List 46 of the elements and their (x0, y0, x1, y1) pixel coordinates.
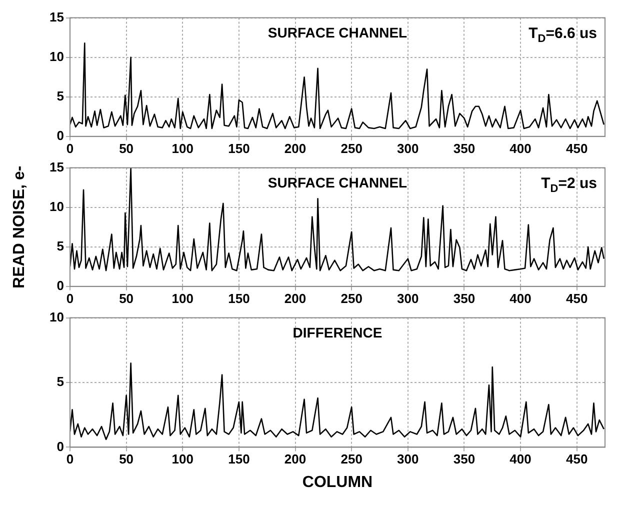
annotation: DIFFERENCE (292, 324, 382, 341)
y-axis-title: READ NOISE, e- (11, 166, 28, 288)
x-tick-label: 350 (453, 452, 476, 467)
x-tick-label: 50 (119, 290, 134, 306)
y-tick-label: 15 (50, 159, 64, 174)
x-tick-label: 400 (510, 140, 532, 156)
x-tick-label: 400 (510, 290, 532, 306)
x-tick-label: 350 (453, 140, 476, 156)
x-tick-label: 0 (66, 452, 74, 467)
x-tick-label: 50 (119, 452, 134, 467)
x-tick-label: 450 (566, 290, 588, 306)
x-tick-label: 150 (228, 290, 250, 306)
annotation: SURFACE CHANNEL (268, 174, 408, 191)
y-tick-label: 10 (50, 48, 64, 64)
x-tick-label: 100 (172, 452, 194, 467)
x-tick-label: 100 (172, 140, 194, 156)
x-tick-label: 350 (453, 290, 476, 306)
x-tick-label: 100 (172, 290, 194, 306)
x-tick-label: 300 (397, 452, 419, 467)
x-tick-label: 150 (228, 140, 250, 156)
x-tick-label: 250 (340, 452, 362, 467)
y-tick-label: 15 (50, 9, 64, 24)
y-tick-label: 0 (56, 438, 64, 454)
y-tick-label: 10 (50, 198, 64, 214)
x-tick-label: 0 (66, 290, 74, 306)
x-tick-label: 250 (340, 140, 362, 156)
x-tick-label: 300 (397, 140, 419, 156)
y-tick-label: 5 (56, 238, 64, 254)
x-tick-label: 50 (119, 140, 134, 156)
y-tick-label: 10 (50, 309, 64, 324)
x-tick-label: 450 (566, 452, 588, 467)
y-tick-label: 5 (56, 88, 64, 104)
x-axis-title: COLUMN (302, 474, 373, 491)
x-tick-label: 300 (397, 290, 419, 306)
y-tick-label: 5 (56, 374, 64, 390)
x-tick-label: 250 (340, 290, 362, 306)
x-tick-label: 450 (566, 140, 588, 156)
x-tick-label: 0 (66, 140, 74, 156)
y-tick-label: 0 (56, 278, 64, 293)
x-tick-label: 200 (284, 140, 306, 156)
x-tick-label: 200 (284, 290, 306, 306)
annotation: SURFACE CHANNEL (268, 24, 408, 41)
y-tick-label: 0 (56, 128, 64, 143)
x-tick-label: 200 (284, 452, 306, 467)
x-tick-label: 150 (228, 452, 250, 467)
x-tick-label: 400 (510, 452, 532, 467)
